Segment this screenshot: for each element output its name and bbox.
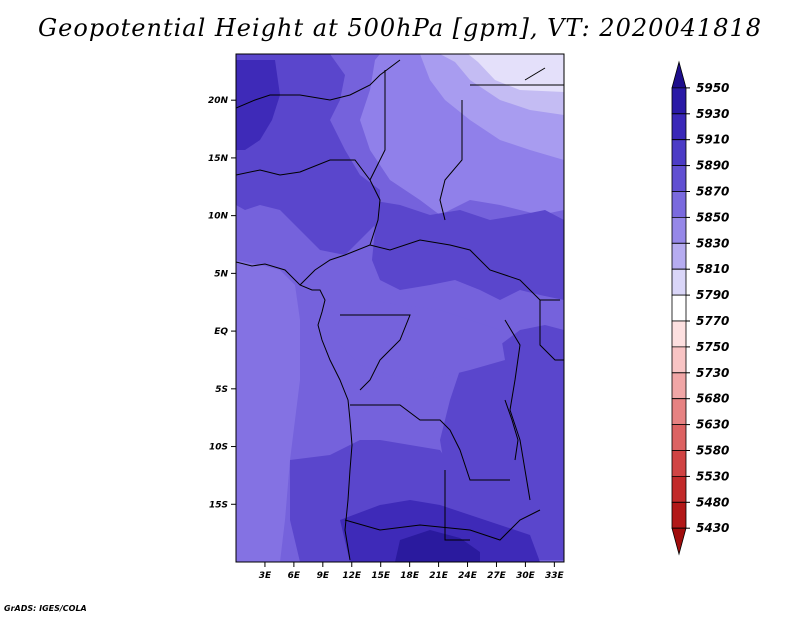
- colorbar-level-label: 5580: [696, 444, 729, 458]
- x-tick-label: 12E: [342, 571, 362, 581]
- colorbar-swatch: [671, 346, 687, 374]
- colorbar-swatch: [671, 372, 687, 400]
- colorbar-swatch: [671, 217, 687, 244]
- borders: [236, 59, 564, 561]
- colorbar-swatch: [671, 165, 687, 192]
- colorbar-level-label: 5630: [696, 418, 729, 432]
- colorbar-level-label: 5730: [696, 366, 729, 380]
- y-tick-label: EQ: [214, 327, 228, 337]
- x-tick-label: 3E: [259, 571, 272, 581]
- colorbar-level-label: 5770: [696, 314, 729, 328]
- field-5910-south: [340, 500, 540, 562]
- colorbar-swatch: [671, 501, 687, 529]
- y-tick-label: 5S: [215, 385, 228, 395]
- x-tick-label: 27E: [487, 571, 507, 581]
- x-tick-label: 6E: [288, 571, 301, 581]
- colorbar-level-label: 5930: [696, 107, 729, 121]
- colorbar-swatch: [671, 191, 687, 218]
- colorbar-swatch: [671, 60, 687, 89]
- x-tick-label: 33E: [545, 571, 565, 581]
- colorbar-level-label: 5530: [696, 469, 729, 483]
- colorbar-level-label: 5790: [696, 288, 729, 302]
- x-tick-label: 30E: [516, 571, 536, 581]
- x-tick-label: 21E: [429, 571, 449, 581]
- x-tick-label: 15E: [371, 571, 391, 581]
- y-tick-label: 20N: [208, 96, 229, 106]
- y-tick-label: 10S: [209, 443, 228, 453]
- x-tick-label: 9E: [317, 571, 330, 581]
- colorbar-swatch: [671, 87, 687, 115]
- field-5890-central: [370, 200, 564, 300]
- colorbar-swatch: [671, 398, 687, 425]
- colorbar-level-label: 5950: [696, 81, 729, 95]
- y-tick-label: 10N: [208, 212, 229, 222]
- x-tick-label: 18E: [400, 571, 420, 581]
- y-tick-label: 15N: [208, 154, 229, 164]
- y-tick-label: 15S: [209, 500, 228, 510]
- colorbar-level-label: 5830: [696, 236, 729, 250]
- colorbar-swatch: [671, 294, 687, 322]
- colorbar-swatch: [671, 320, 687, 348]
- colorbar-level-label: 5680: [696, 392, 729, 406]
- colorbar-level-label: 5480: [696, 495, 729, 509]
- colorbar-swatch: [671, 450, 687, 477]
- grads-credit: GrADS: IGES/COLA: [4, 604, 87, 613]
- colorbar-level-label: 5910: [696, 133, 729, 147]
- field-5790-northeast: [468, 54, 564, 92]
- colorbar-swatch: [671, 139, 687, 166]
- colorbar-swatch: [671, 424, 687, 451]
- field-5910-northwest: [236, 60, 280, 150]
- geopotential-field: [236, 54, 564, 562]
- colorbar-swatch: [671, 113, 687, 141]
- colorbar-swatch: [671, 527, 687, 556]
- y-axis: 20N 15N 10N 5N EQ 5S 10S 15S: [208, 96, 236, 510]
- x-axis: 3E 6E 9E 12E 15E 18E 21E 24E 27E 30E 33E: [259, 562, 565, 581]
- map-frame: [235, 53, 565, 563]
- field-5850-west-coast: [236, 260, 300, 562]
- colorbar-level-label: 5890: [696, 159, 729, 173]
- colorbar-swatch: [671, 268, 687, 296]
- colorbar-swatch: [671, 242, 687, 270]
- colorbar-level-label: 5870: [696, 185, 729, 199]
- colorbar-level-label: 5750: [696, 340, 729, 354]
- colorbar: 5950 5930 5910 5890 5870 5850 5830 5810 5790 5770…: [671, 60, 729, 556]
- colorbar-level-label: 5810: [696, 262, 729, 276]
- colorbar-level-label: 5850: [696, 210, 729, 224]
- colorbar-swatch: [671, 476, 687, 503]
- map-title: Geopotential Height at 500hPa [gpm], VT:…: [38, 14, 762, 42]
- field-5870-congo: [330, 300, 505, 380]
- y-tick-label: 5N: [214, 269, 228, 279]
- field-5930-south: [395, 530, 480, 562]
- x-tick-label: 24E: [458, 571, 478, 581]
- colorbar-level-label: 5430: [696, 521, 729, 535]
